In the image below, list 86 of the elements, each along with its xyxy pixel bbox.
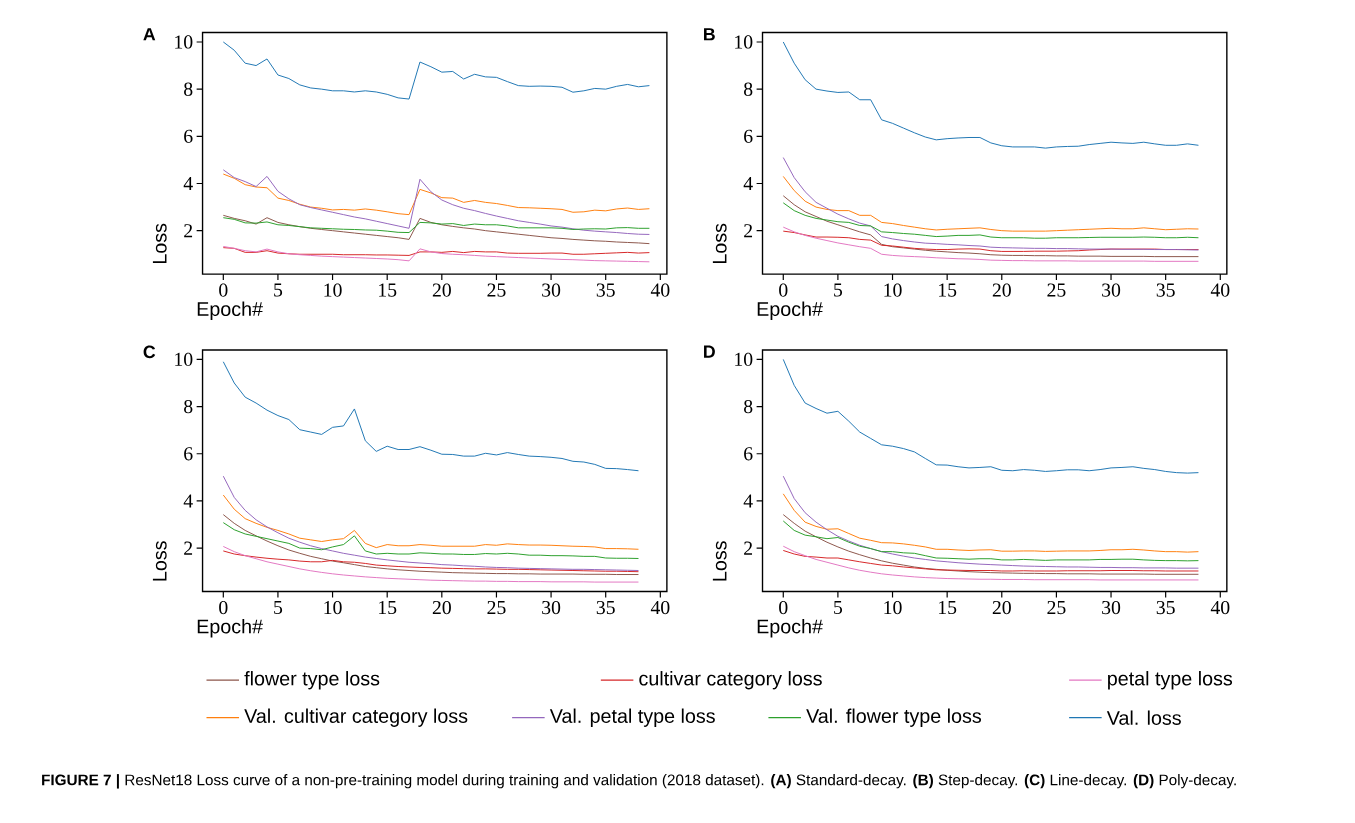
legend-label: petal type loss bbox=[1108, 670, 1233, 690]
x-tick-label: 5 bbox=[274, 283, 283, 297]
y-axis-title: Loss bbox=[152, 223, 167, 263]
x-tick-label: 30 bbox=[1102, 600, 1121, 615]
x-tick-label: 15 bbox=[939, 283, 957, 297]
line-series bbox=[222, 214, 650, 245]
line-series bbox=[222, 522, 639, 559]
line-series bbox=[222, 41, 650, 100]
legend-label: flower type loss bbox=[244, 670, 380, 690]
x-tick-label: 10 bbox=[884, 600, 902, 615]
y-tick-label: 4 bbox=[743, 494, 753, 508]
line-series bbox=[222, 173, 650, 216]
x-tick-label: 25 bbox=[487, 600, 506, 615]
y-tick-label: 8 bbox=[744, 82, 753, 96]
legend-label: Val. cultivar category loss bbox=[244, 708, 468, 727]
x-tick-label: 5 bbox=[834, 600, 843, 614]
line-series bbox=[222, 169, 650, 235]
x-tick-label: 15 bbox=[939, 600, 957, 615]
x-tick-label: 0 bbox=[219, 283, 228, 297]
x-tick-label: 35 bbox=[596, 600, 615, 615]
x-axis-title: Epoch# bbox=[757, 301, 823, 320]
legend-label: cultivar category loss bbox=[639, 670, 822, 690]
x-tick-label: 30 bbox=[542, 283, 561, 297]
x-tick-label: 10 bbox=[884, 283, 902, 297]
chart-title: D bbox=[704, 345, 715, 358]
chart-title: B bbox=[704, 28, 715, 41]
x-axis-title: Epoch# bbox=[197, 301, 263, 320]
line-series bbox=[222, 475, 639, 571]
x-tick-label: 40 bbox=[650, 283, 670, 297]
legend-label: Val. petal type loss bbox=[549, 708, 715, 727]
y-axis-title: Loss bbox=[712, 223, 727, 263]
line-series bbox=[222, 245, 650, 263]
y-tick-label: 10 bbox=[175, 352, 193, 366]
x-tick-label: 40 bbox=[650, 600, 670, 615]
chart-title: A bbox=[143, 28, 156, 41]
x-tick-label: 25 bbox=[1047, 600, 1066, 615]
y-tick-label: 2 bbox=[184, 541, 193, 555]
text: FIGURE 7 | ResNet18 Loss curve of a non-pre-training model during training and validation (2018 dataset). (A) Standard-decay. (B) Step-decay. (C) Line-decay. (D) Poly-decay. bbox=[42, 774, 1236, 789]
y-tick-label: 10 bbox=[735, 352, 753, 366]
x-tick-label: 0 bbox=[219, 600, 228, 615]
x-tick-label: 5 bbox=[274, 600, 283, 614]
legend-label: Val. flower type loss bbox=[806, 708, 982, 727]
y-tick-label: 4 bbox=[183, 176, 193, 190]
x-tick-label: 35 bbox=[596, 283, 615, 297]
line-series bbox=[222, 550, 639, 573]
y-tick-label: 4 bbox=[183, 494, 193, 508]
y-tick-label: 2 bbox=[184, 224, 193, 238]
x-tick-label: 20 bbox=[992, 283, 1011, 297]
x-axis-title: Epoch# bbox=[757, 618, 823, 638]
y-tick-label: 6 bbox=[744, 129, 753, 143]
x-tick-label: 35 bbox=[1156, 283, 1175, 297]
chart-title: C bbox=[143, 345, 156, 359]
y-tick-label: 4 bbox=[743, 176, 753, 190]
x-tick-label: 20 bbox=[432, 283, 451, 297]
x-tick-label: 10 bbox=[324, 283, 342, 297]
y-tick-label: 2 bbox=[744, 541, 753, 555]
x-tick-label: 15 bbox=[379, 600, 397, 615]
x-tick-label: 10 bbox=[324, 600, 342, 615]
x-axis-title: Epoch# bbox=[197, 618, 263, 638]
x-tick-label: 35 bbox=[1156, 600, 1175, 615]
y-tick-label: 6 bbox=[184, 447, 193, 461]
y-tick-label: 6 bbox=[744, 447, 753, 461]
x-tick-label: 30 bbox=[542, 600, 561, 615]
x-tick-label: 20 bbox=[432, 600, 451, 615]
x-tick-label: 40 bbox=[1210, 283, 1230, 297]
legend-label: Val. loss bbox=[1106, 710, 1181, 725]
y-tick-label: 8 bbox=[744, 399, 753, 414]
y-tick-label: 8 bbox=[184, 82, 193, 96]
x-tick-label: 5 bbox=[834, 283, 843, 297]
x-tick-label: 15 bbox=[379, 283, 397, 297]
y-axis-title: Loss bbox=[712, 541, 727, 581]
y-axis-title: Loss bbox=[152, 541, 167, 581]
y-tick-label: 6 bbox=[184, 129, 193, 143]
x-tick-label: 40 bbox=[1210, 600, 1230, 615]
x-tick-label: 0 bbox=[779, 283, 788, 297]
y-tick-label: 10 bbox=[175, 35, 193, 49]
y-tick-label: 10 bbox=[735, 35, 753, 49]
x-tick-label: 30 bbox=[1102, 283, 1121, 297]
line-series bbox=[222, 361, 639, 472]
x-tick-label: 25 bbox=[1047, 283, 1066, 297]
x-tick-label: 0 bbox=[779, 600, 788, 615]
y-tick-label: 8 bbox=[184, 399, 193, 414]
x-tick-label: 25 bbox=[487, 283, 506, 297]
y-tick-label: 2 bbox=[744, 224, 753, 238]
x-tick-label: 20 bbox=[992, 600, 1011, 615]
line-series bbox=[782, 358, 1199, 474]
